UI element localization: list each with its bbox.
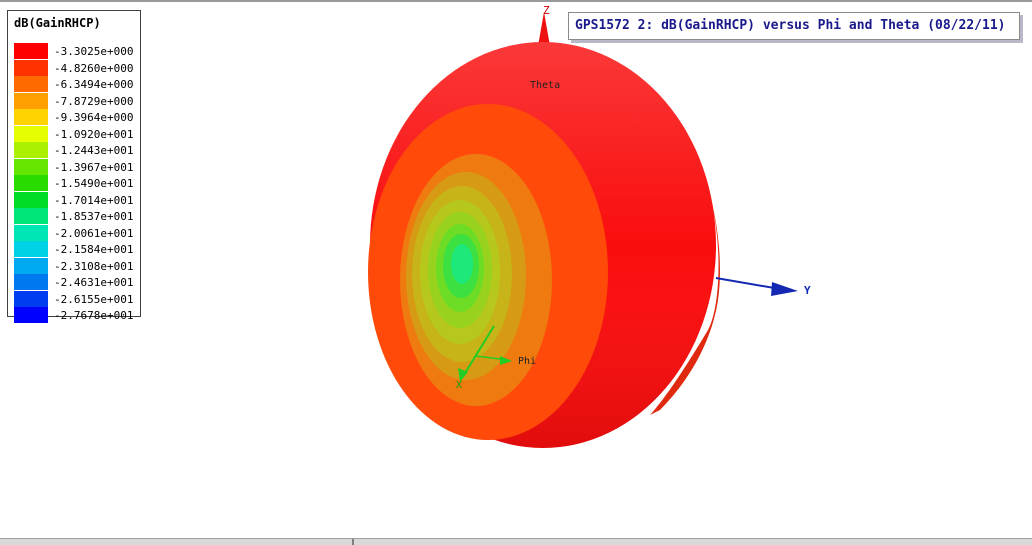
contour-band-9 [451,244,473,284]
legend-swatch [14,125,48,142]
legend-row: -2.0061e+001 [14,224,140,241]
legend-value-label: -2.3108e+001 [54,259,134,273]
y-axis-line [715,277,781,290]
z-axis-label: Z [543,4,550,17]
legend-swatch [14,307,48,323]
legend-swatch [14,158,48,175]
legend-value-label: -1.5490e+001 [54,177,134,190]
legend-swatch [14,224,48,241]
legend-value-label: -2.1584e+001 [54,243,134,256]
legend-row: -2.1584e+001 [14,241,140,257]
legend-value-label: -2.7678e+001 [54,309,134,322]
legend-row: -9.3964e+000 [14,109,140,125]
legend-value-label: -2.4631e+001 [54,276,134,289]
legend-value-label: -1.3967e+001 [54,160,134,174]
x-axis-arrow [458,368,468,382]
legend-row: -2.7678e+001 [14,307,140,323]
legend-value-label: -1.0920e+001 [54,127,134,141]
y-axis-label: Y [804,284,811,297]
legend-swatch [14,109,48,125]
legend-swatch [14,208,48,224]
top-border [0,0,1032,2]
phi-indicator-arrow [500,356,512,365]
legend-swatch [14,92,48,109]
legend-swatch [14,290,48,307]
x-axis-label: X [456,380,462,391]
legend-swatch [14,142,48,158]
legend-row: -1.8537e+001 [14,208,140,224]
legend-row: -2.6155e+001 [14,290,140,307]
status-bar [0,538,1032,545]
z-axis-arrow [538,12,550,46]
theta-label: Theta [530,80,560,91]
legend-swatch [14,175,48,191]
legend-row: -1.3967e+001 [14,158,140,175]
legend-row: -2.4631e+001 [14,274,140,290]
phi-label: Phi [518,356,536,367]
legend-row: -1.2443e+001 [14,142,140,158]
legend-row: -2.3108e+001 [14,257,140,274]
legend-value-label: -6.3494e+000 [54,78,134,91]
status-bar-divider [352,539,354,545]
legend-value-label: -3.3025e+000 [54,45,134,58]
legend-value-label: -1.2443e+001 [54,144,134,157]
legend-swatch [14,191,48,208]
legend-row: -1.5490e+001 [14,175,140,191]
legend-row: -7.8729e+000 [14,92,140,109]
plot-title: GPS1572 2: dB(GainRHCP) versus Phi and T… [568,12,1020,40]
legend-swatch [14,59,48,76]
legend-value-label: -2.0061e+001 [54,226,134,240]
legend-value-label: -4.8260e+000 [54,61,134,75]
legend-swatch [14,257,48,274]
legend-row: -1.0920e+001 [14,125,140,142]
legend-value-label: -1.8537e+001 [54,210,134,223]
legend-value-label: -2.6155e+001 [54,292,134,306]
legend-swatch [14,76,48,92]
legend-swatch [14,43,48,59]
legend-title: dB(GainRHCP) [14,16,101,30]
colorbar-legend: dB(GainRHCP) -3.3025e+000 -4.8260e+000 -6.… [7,10,141,323]
x-axis-line [461,325,495,379]
legend-value-label: -7.8729e+000 [54,94,134,108]
legend-swatch [14,241,48,257]
legend-row: -1.7014e+001 [14,191,140,208]
legend-value-label: -1.7014e+001 [54,193,134,207]
legend-row: -6.3494e+000 [14,76,140,92]
legend-value-label: -9.3964e+000 [54,111,134,124]
legend-row: -4.8260e+000 [14,59,140,76]
y-axis-arrow [771,282,798,296]
legend-swatch [14,274,48,290]
legend-row: -3.3025e+000 [14,43,140,59]
